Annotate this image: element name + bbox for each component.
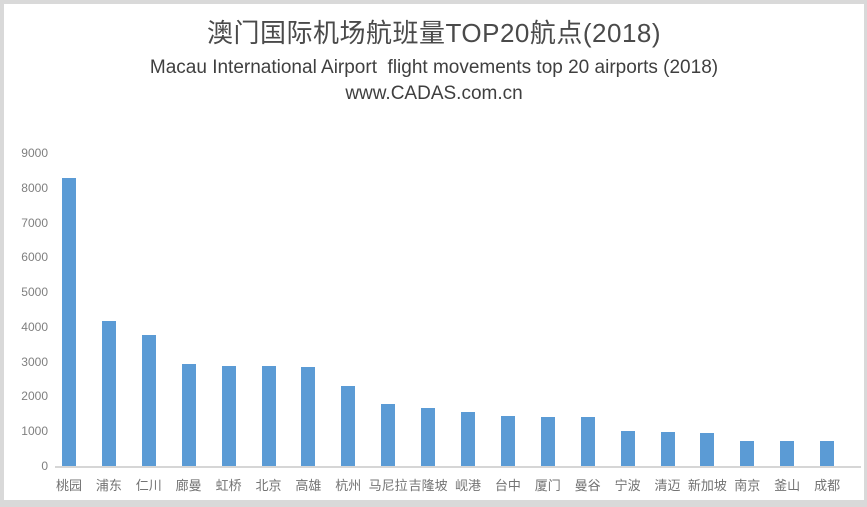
- x-axis-line: [55, 466, 861, 468]
- y-tick-label: 4000: [21, 319, 48, 334]
- x-category-label: 浦东: [95, 478, 122, 493]
- x-category-label: 宁波: [614, 478, 641, 493]
- chart-subtitle: Macau International Airport flight movem…: [149, 57, 719, 78]
- x-category-label: 仁川: [135, 478, 162, 493]
- x-category-label: 台中: [494, 478, 521, 493]
- bar: [700, 432, 715, 466]
- y-tick-label: 3000: [21, 354, 48, 369]
- x-category-label: 清迈: [654, 478, 681, 493]
- bar: [580, 417, 595, 466]
- bar: [540, 416, 555, 466]
- y-tick-label: 2000: [21, 389, 48, 404]
- x-category-label: 吉隆坡: [408, 478, 448, 493]
- bar: [261, 366, 276, 466]
- y-tick-label: 0: [41, 459, 48, 473]
- watermark-url: www.CADAS.com.cn: [345, 83, 523, 104]
- y-tick-label: 7000: [21, 215, 48, 230]
- x-category-label: 厦门: [534, 478, 561, 493]
- x-category-label: 马尼拉: [368, 478, 408, 493]
- x-category-label: 廊曼: [175, 478, 202, 493]
- x-category-label: 虹桥: [215, 478, 242, 493]
- x-category-label: 曼谷: [574, 478, 601, 493]
- x-category-label: 桃园: [55, 478, 82, 493]
- plot-area: [55, 153, 861, 466]
- y-tick-label: 9000: [21, 146, 48, 160]
- bar-chart: 9000 8000 7000 6000 5000 4000 3000 2000 1000 0 桃园…: [4, 4, 864, 500]
- chart-title: 澳门国际机场航班量TOP20航点(2018): [206, 18, 662, 48]
- x-category-label: 新加坡: [687, 478, 727, 493]
- bar: [341, 385, 356, 466]
- bar: [461, 412, 475, 466]
- bar: [660, 431, 675, 466]
- bar: [62, 178, 76, 466]
- bar: [381, 404, 396, 466]
- x-category-label: 高雄: [295, 478, 322, 493]
- y-tick-label: 5000: [21, 285, 48, 300]
- x-category-label: 釜山: [774, 478, 801, 493]
- bar: [181, 364, 196, 466]
- bar: [141, 335, 156, 466]
- x-category-label: 成都: [814, 478, 841, 493]
- bar: [101, 321, 116, 466]
- y-tick-label: 8000: [21, 180, 48, 195]
- x-category-label: 杭州: [335, 478, 362, 493]
- bar: [620, 430, 635, 466]
- x-category-label: 岘港: [454, 478, 481, 493]
- bar: [221, 365, 236, 466]
- bar: [740, 440, 755, 466]
- x-category-label: 北京: [255, 478, 282, 493]
- bar: [820, 441, 835, 466]
- bar: [780, 440, 795, 466]
- bar: [421, 407, 436, 466]
- x-category-label: 南京: [734, 478, 761, 493]
- bar: [500, 415, 515, 466]
- bar: [301, 367, 316, 466]
- y-tick-label: 1000: [21, 424, 48, 439]
- y-tick-label: 6000: [21, 250, 48, 265]
- chart-canvas: 澳门国际机场航班量TOP20航点(2018) Macau Internation…: [4, 4, 864, 500]
